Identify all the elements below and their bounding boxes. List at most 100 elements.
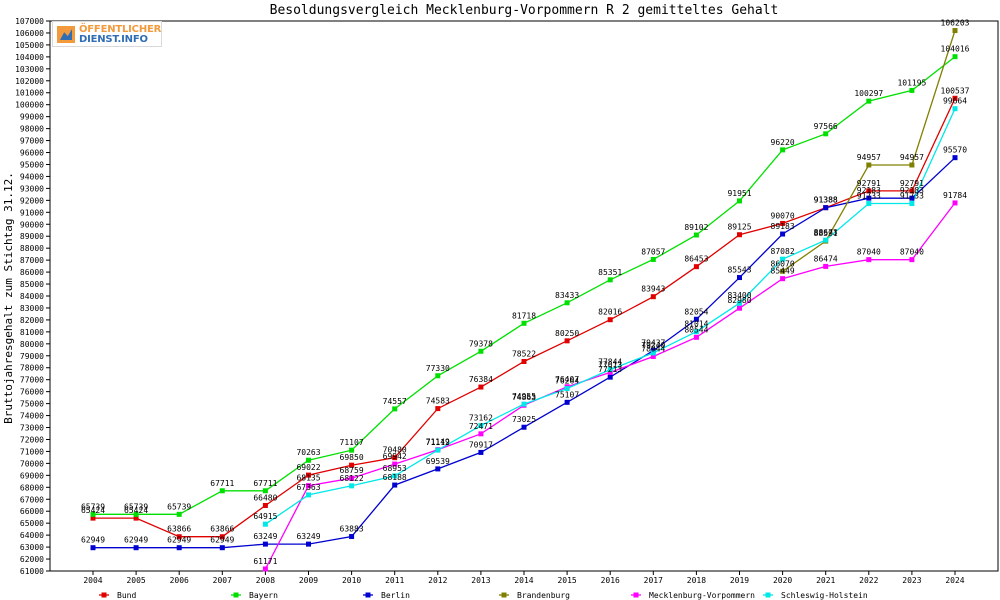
- data-point: [521, 320, 527, 326]
- data-point: [521, 401, 527, 407]
- data-label: 86070: [771, 259, 795, 268]
- data-labels: 65424 65424 63866 63866 66480 69022 69850 70480…: [81, 19, 970, 566]
- series-line: [264, 202, 956, 570]
- data-point: [607, 277, 613, 283]
- y-tick-label: 69000: [20, 471, 44, 480]
- x-tick-label: 2014: [514, 576, 533, 585]
- data-label: 68122: [340, 474, 364, 483]
- data-point: [866, 195, 872, 201]
- data-label: 67711: [210, 479, 234, 488]
- data-label: 80250: [555, 329, 579, 338]
- data-label: 62949: [81, 536, 105, 545]
- data-point: [823, 205, 829, 211]
- data-label: 81718: [512, 311, 536, 320]
- data-point: [650, 353, 656, 359]
- data-label: 96220: [771, 138, 795, 147]
- data-label: 104016: [941, 45, 970, 54]
- data-point: [693, 329, 699, 335]
- data-point: [952, 106, 958, 112]
- y-tick-label: 100000: [15, 101, 44, 110]
- data-point: [219, 545, 225, 551]
- x-tick-label: 2015: [557, 576, 576, 585]
- data-label: 63249: [253, 532, 277, 541]
- data-point: [693, 264, 699, 270]
- data-label: 65739: [167, 502, 191, 511]
- data-label: 68135: [296, 474, 320, 483]
- x-tick-label: 2020: [773, 576, 792, 585]
- y-tick-label: 72000: [20, 435, 44, 444]
- data-label: 86453: [684, 255, 708, 264]
- data-point: [219, 534, 225, 540]
- data-label: 92791: [900, 179, 924, 188]
- data-label: 68953: [383, 464, 407, 473]
- data-label: 90070: [771, 211, 795, 220]
- legend-label: Berlin: [381, 591, 410, 600]
- legend-marker: [633, 592, 639, 598]
- data-label: 62949: [124, 536, 148, 545]
- data-point: [262, 521, 268, 527]
- data-point: [952, 28, 958, 34]
- legend-label: Bayern: [249, 591, 278, 600]
- x-tick-label: 2023: [902, 576, 921, 585]
- data-point: [90, 511, 96, 517]
- y-tick-label: 86000: [20, 268, 44, 277]
- chart-title: Besoldungsvergleich Mecklenburg-Vorpomme…: [270, 3, 779, 18]
- data-label: 83433: [555, 291, 579, 300]
- legend: Bund Bayern Berlin Brandenburg Mecklenburg-V…: [99, 591, 868, 600]
- data-point: [780, 256, 786, 262]
- series-points: [90, 28, 958, 572]
- data-point: [952, 54, 958, 60]
- data-label: 79240: [641, 341, 665, 350]
- data-point: [478, 449, 484, 455]
- data-point: [306, 541, 311, 547]
- data-label: 70480: [383, 446, 407, 455]
- data-point: [133, 511, 139, 517]
- data-point: [737, 305, 742, 311]
- data-label: 68759: [340, 466, 364, 475]
- data-label: 87082: [771, 247, 795, 256]
- y-tick-label: 98000: [20, 125, 44, 134]
- data-label: 79378: [469, 339, 493, 348]
- data-label: 63866: [210, 525, 234, 534]
- data-label: 83400: [727, 291, 751, 300]
- data-label: 67711: [253, 479, 277, 488]
- data-point: [176, 545, 182, 551]
- data-point: [435, 447, 441, 453]
- y-tick-label: 102000: [15, 77, 44, 86]
- logo-icon: [57, 26, 75, 43]
- data-point: [176, 511, 182, 517]
- data-label: 72471: [469, 422, 493, 431]
- y-tick-label: 89000: [20, 232, 44, 241]
- plot-area: [49, 20, 999, 572]
- legend-label: Bund: [117, 591, 136, 600]
- data-label: 74583: [426, 397, 450, 406]
- data-point: [866, 98, 872, 104]
- data-point: [306, 472, 311, 478]
- data-label: 65424: [124, 506, 148, 515]
- data-label: 91951: [727, 189, 751, 198]
- data-point: [392, 455, 398, 461]
- data-point: [262, 541, 268, 547]
- data-point: [262, 488, 268, 494]
- data-point: [435, 406, 441, 412]
- data-label: 70917: [469, 440, 493, 449]
- data-point: [306, 483, 311, 489]
- y-tick-label: 63000: [20, 543, 44, 552]
- y-tick-label: 106000: [15, 29, 44, 38]
- data-point: [952, 155, 958, 161]
- data-point: [262, 566, 268, 572]
- data-label: 94957: [900, 153, 924, 162]
- data-point: [392, 473, 398, 479]
- legend-label: Mecklenburg-Vorpommern: [649, 591, 755, 600]
- data-label: 74557: [383, 397, 407, 406]
- data-label: 62949: [167, 536, 191, 545]
- y-tick-label: 99000: [20, 113, 44, 122]
- data-label: 63866: [167, 525, 191, 534]
- y-tick-label: 88000: [20, 244, 44, 253]
- data-point: [952, 95, 958, 101]
- data-point: [564, 385, 570, 391]
- legend-marker: [233, 592, 239, 598]
- logo-text-line1: ÖFFENTLICHER: [79, 24, 162, 35]
- data-point: [737, 198, 742, 204]
- x-tick-label: 2011: [385, 576, 404, 585]
